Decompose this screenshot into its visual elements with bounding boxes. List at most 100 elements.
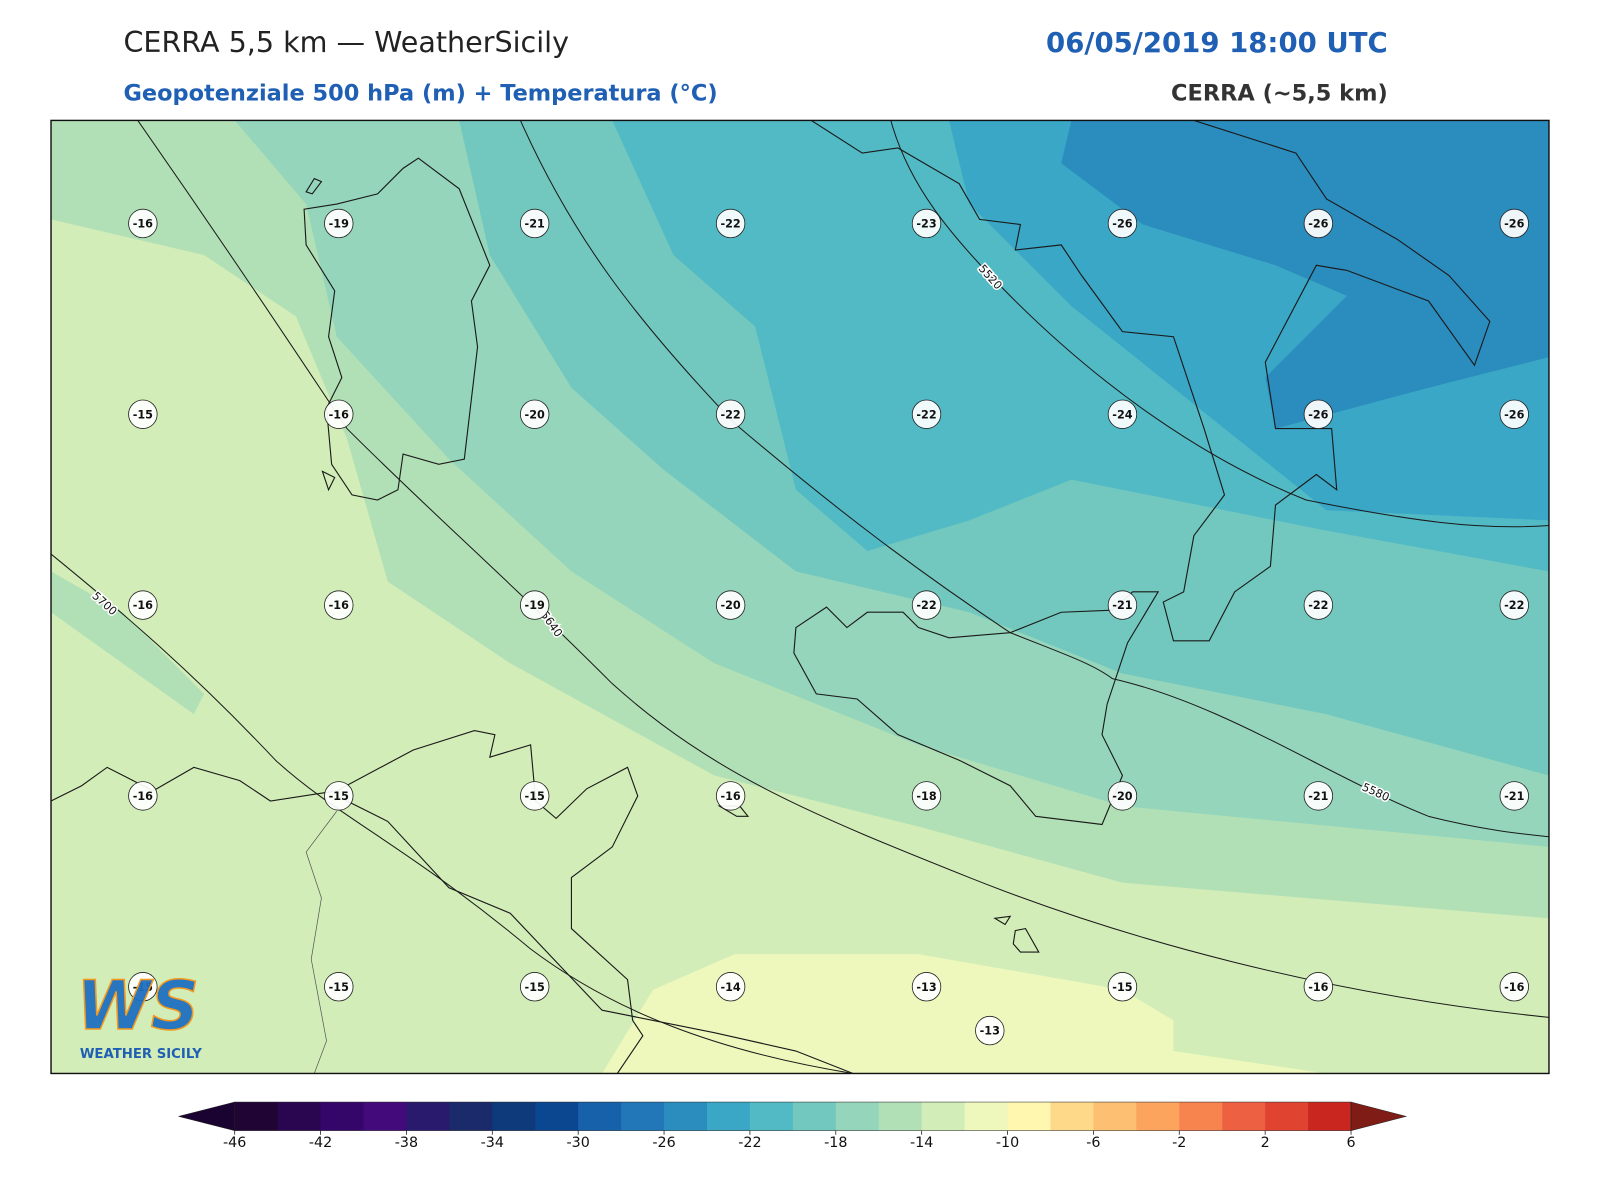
colorbar-bin: [1179, 1102, 1223, 1131]
station-marker: [975, 1015, 1005, 1046]
temperature-label: -23: [916, 217, 936, 230]
colorbar-bin: [664, 1102, 708, 1131]
station-marker: [1499, 399, 1529, 429]
colorbar-bin: [1265, 1102, 1309, 1131]
colorbar-frame: [234, 1101, 1352, 1131]
temperature-label: -21: [1504, 790, 1524, 803]
station-marker: [324, 399, 354, 429]
station-marker: [128, 399, 158, 429]
temperature-label: -16: [133, 217, 153, 230]
temperature-label: -15: [525, 790, 545, 803]
station-marker: [520, 781, 550, 811]
station-marker: [128, 208, 158, 239]
station-marker: [715, 208, 746, 239]
temperature-label: -16: [329, 599, 349, 612]
coastline: [303, 157, 491, 501]
coastline: [793, 591, 1160, 826]
station-marker: [715, 590, 746, 620]
station-marker: [715, 972, 746, 1002]
temperature-label: -18: [916, 790, 936, 803]
colorbar-bin: [363, 1102, 407, 1131]
temperature-label: -21: [1112, 599, 1132, 612]
temperature-label: -24: [1112, 408, 1132, 421]
colorbar-bin: [835, 1102, 880, 1131]
temperature-label: -16: [329, 408, 349, 421]
colorbar-bin: [277, 1102, 322, 1131]
temperature-label: -20: [1112, 790, 1132, 803]
station-marker: [128, 781, 158, 811]
station-marker: [1499, 972, 1529, 1002]
map-frame: [50, 119, 1550, 1075]
coastline: [336, 795, 854, 1074]
station-marker: [1499, 208, 1529, 239]
model: CERRA (~5,5 km): [1171, 80, 1388, 106]
temperature-label: -26: [1308, 408, 1328, 421]
coastline: [810, 120, 1491, 642]
station-marker: [1303, 972, 1334, 1002]
colorbar-bin: [706, 1102, 751, 1131]
station-marker: [911, 590, 942, 620]
colorbar-tick-label: -22: [738, 1135, 761, 1151]
temperature-label: -16: [1504, 981, 1524, 994]
station-marker: [520, 208, 550, 239]
colorbar-tick-label: -30: [567, 1135, 590, 1151]
station-marker: [520, 399, 550, 429]
colorbar-bin: [406, 1102, 450, 1131]
temperature-label: -15: [133, 408, 153, 421]
colorbar-bin: [578, 1102, 622, 1131]
colorbar-bin: [964, 1102, 1009, 1131]
logo-text: WEATHER SICILY: [80, 1047, 202, 1062]
temperature-label: -20: [720, 599, 740, 612]
colorbar-tick-label: -38: [395, 1135, 418, 1151]
colorbar-bin: [1007, 1102, 1051, 1131]
temperature-label: -22: [1308, 599, 1328, 612]
station-marker: [128, 590, 158, 620]
temperature-label: -19: [329, 217, 349, 230]
colorbar-bin: [1308, 1102, 1352, 1131]
temperature-label: -15: [329, 790, 349, 803]
temperature-label: -21: [525, 217, 545, 230]
station-marker: [1107, 208, 1138, 239]
colorbar-tick-label: -2: [1172, 1135, 1186, 1151]
temperature-label: -14: [720, 981, 740, 994]
temperature-label: -26: [1308, 217, 1328, 230]
station-marker: [324, 590, 354, 620]
temperature-label: -22: [720, 408, 740, 421]
coastline: [305, 177, 1040, 953]
station-marker: [911, 399, 942, 429]
colorbar-bin: [749, 1102, 794, 1131]
colorbar-bin: [621, 1102, 665, 1131]
temperature-label: -16: [133, 790, 153, 803]
station-marker: [1107, 590, 1138, 620]
temperature-label: -20: [525, 408, 545, 421]
contour-line: [137, 120, 1549, 1018]
colorbar-bin: [449, 1102, 493, 1131]
temperature-label: -16: [133, 599, 153, 612]
colorbar-tick-label: 2: [1261, 1135, 1270, 1151]
contour-line: [51, 553, 854, 1074]
station-marker: [324, 972, 354, 1002]
station-marker: [1303, 781, 1334, 811]
colorbar-bin: [792, 1102, 837, 1131]
colorbar-tick-label: -26: [652, 1135, 675, 1151]
station-marker: [911, 972, 942, 1002]
temperature-label: -13: [980, 1025, 1000, 1038]
temperature-label: -15: [133, 981, 153, 994]
station-marker: [1303, 399, 1334, 429]
station-marker: [128, 972, 158, 1002]
station-marker: [1107, 972, 1138, 1002]
temperature-label: -19: [525, 599, 545, 612]
colorbar-tick-label: -34: [481, 1135, 504, 1151]
coastline: [51, 730, 644, 1074]
colorbar-tick-label: -10: [996, 1135, 1019, 1151]
temperature-label: -16: [720, 790, 740, 803]
temperature-label: -22: [916, 408, 936, 421]
station-marker: [1303, 208, 1334, 239]
datetime: 06/05/2019 18:00 UTC: [1046, 27, 1388, 59]
colorbar-tick-label: -14: [910, 1135, 933, 1151]
station-marker: [324, 781, 354, 811]
temperature-label: -13: [916, 981, 936, 994]
colorbar-tick-label: -42: [309, 1135, 332, 1151]
colorbar-bin: [492, 1102, 536, 1131]
